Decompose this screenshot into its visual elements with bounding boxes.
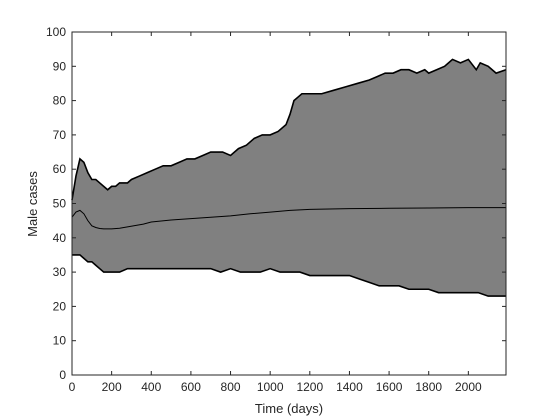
x-tick-label: 1600: [376, 380, 403, 394]
upper-bound-line: [71, 58, 507, 201]
y-axis-label: Male cases: [25, 171, 40, 237]
y-tick-label: 90: [53, 59, 67, 73]
y-tick-label: 80: [53, 94, 67, 108]
x-tick-label: 400: [141, 380, 161, 394]
x-tick-label: 200: [102, 380, 122, 394]
y-tick-label: 50: [53, 197, 67, 211]
x-tick-label: 1000: [257, 380, 284, 394]
plot-area: [71, 58, 507, 297]
y-tick-label: 30: [53, 265, 67, 279]
x-tick-label: 0: [69, 380, 76, 394]
y-tick-label: 40: [53, 231, 67, 245]
y-tick-label: 0: [59, 368, 66, 382]
y-tick-label: 100: [46, 25, 66, 39]
x-axis-label: Time (days): [255, 401, 323, 416]
y-tick-label: 10: [53, 334, 67, 348]
x-tick-label: 600: [181, 380, 201, 394]
lower-bound-line: [72, 254, 506, 297]
x-tick-label: 1800: [415, 380, 442, 394]
y-tick-label: 20: [53, 299, 67, 313]
x-tick-label: 1400: [336, 380, 363, 394]
axes: 0 200 400 600 800 1000 1200 1400 1600 1800 2000 0 10…: [46, 25, 507, 394]
x-tick-label: 800: [221, 380, 241, 394]
y-tick-label: 70: [53, 128, 67, 142]
mean-line: [71, 207, 506, 230]
confidence-band: [72, 59, 506, 297]
x-tick-label: 2000: [455, 380, 482, 394]
y-tick-label: 60: [53, 162, 67, 176]
x-tick-label: 1200: [296, 380, 323, 394]
